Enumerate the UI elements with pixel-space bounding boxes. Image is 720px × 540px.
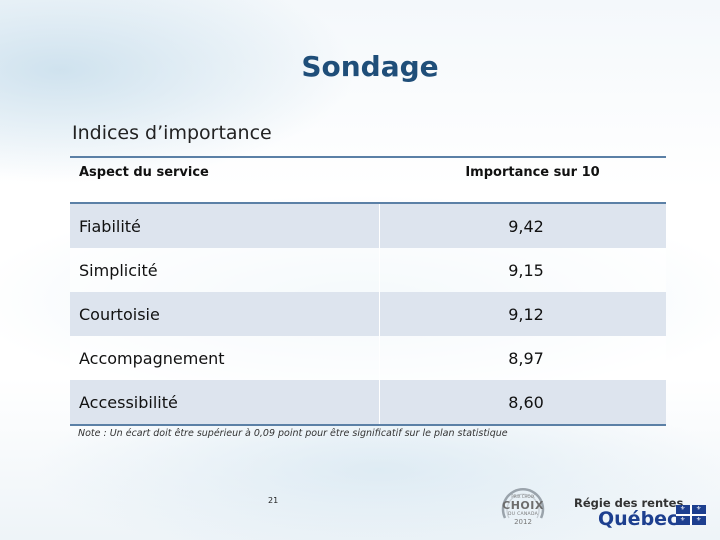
- award-ring-icon: [501, 488, 545, 519]
- importance-table: Aspect du service Importance sur 10 Fiab…: [70, 156, 666, 426]
- award-line-4: 2012: [514, 518, 532, 526]
- column-header-importance: Importance sur 10: [465, 165, 600, 180]
- regie-des-rentes-logo: Régie des rentes Québec ⚜ ⚜ ⚜ ⚜: [570, 494, 710, 534]
- importance-cell: 9,42: [379, 204, 666, 248]
- table-row: Accompagnement 8,97: [70, 336, 666, 380]
- importance-cell: 9,12: [379, 292, 666, 336]
- aspect-cell: Simplicité: [79, 260, 158, 280]
- table-row: Courtoisie 9,12: [70, 292, 666, 336]
- award-logo: PRIX CHOIX CHOIX DU CANADA 2012: [497, 488, 549, 532]
- slide-title: Sondage: [301, 50, 439, 83]
- importance-cell: 9,15: [379, 248, 666, 292]
- organization-name-top: Régie des rentes: [574, 496, 684, 510]
- aspect-cell: Courtoisie: [79, 304, 160, 324]
- award-line-3: DU CANADA: [507, 512, 539, 517]
- quebec-flag-icon: ⚜ ⚜ ⚜ ⚜: [676, 505, 706, 525]
- table-row: Fiabilité 9,42: [70, 204, 666, 248]
- award-line-2: CHOIX: [502, 499, 544, 512]
- aspect-cell: Accessibilité: [79, 392, 178, 412]
- organization-name-main: Québec: [598, 508, 679, 530]
- table-header-row: Aspect du service Importance sur 10: [70, 156, 666, 204]
- award-line-1: PRIX CHOIX: [511, 494, 535, 499]
- importance-cell: 8,60: [379, 380, 666, 424]
- slide-subtitle: Indices d’importance: [72, 122, 272, 144]
- table-row: Simplicité 9,15: [70, 248, 666, 292]
- importance-cell: 8,97: [379, 336, 666, 380]
- aspect-cell: Fiabilité: [79, 216, 141, 236]
- table-row: Accessibilité 8,60: [70, 380, 666, 426]
- aspect-cell: Accompagnement: [79, 348, 225, 368]
- statistical-note: Note : Un écart doit être supérieur à 0,…: [78, 428, 508, 439]
- page-number: 21: [268, 496, 279, 505]
- column-header-aspect: Aspect du service: [79, 165, 209, 180]
